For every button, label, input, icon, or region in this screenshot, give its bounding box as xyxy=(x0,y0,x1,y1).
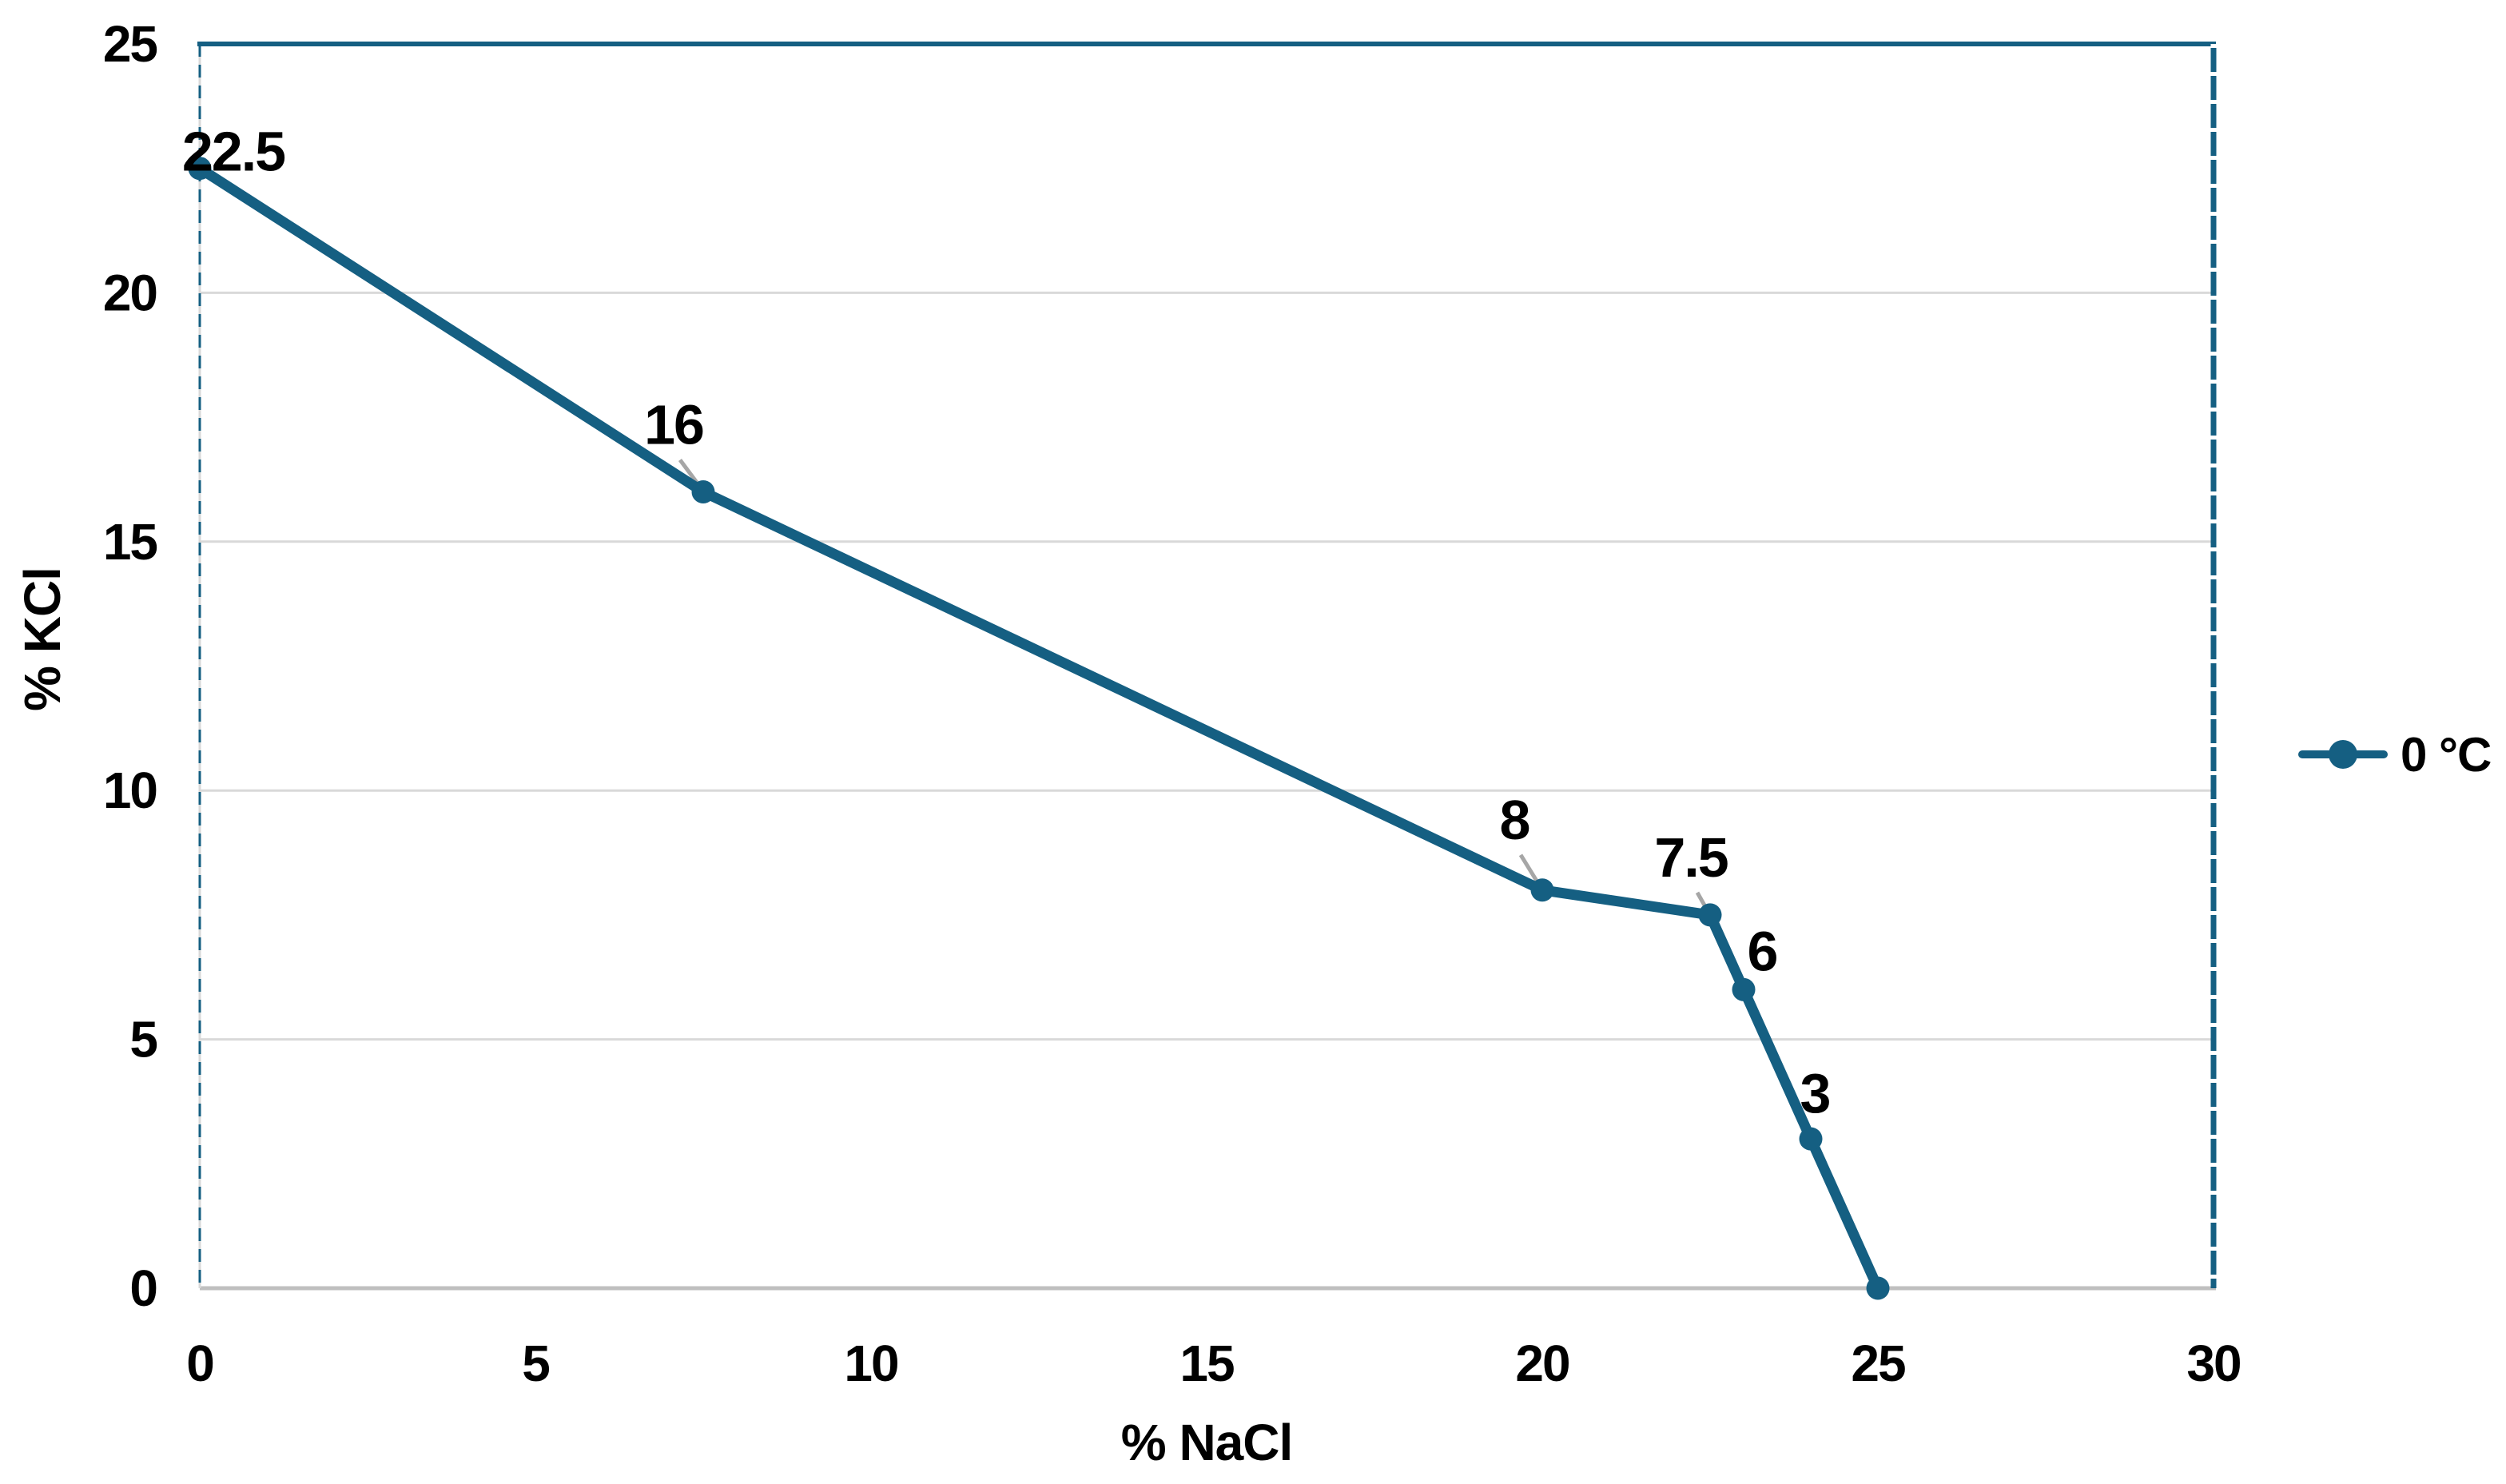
gridlines xyxy=(200,291,2214,1041)
data-label[interactable]: 22.5 xyxy=(182,121,286,183)
data-label[interactable]: 8 xyxy=(1500,789,1531,851)
series-path[interactable] xyxy=(194,163,1883,1294)
data-point-marker[interactable] xyxy=(1732,977,1756,1001)
y-tick-label: 25 xyxy=(103,15,157,73)
legend-line-marker-icon xyxy=(2298,726,2388,783)
x-tick-label: 15 xyxy=(1179,1335,1234,1392)
x-axis-tick-labels: 0 5 10 15 20 25 30 xyxy=(186,1335,2241,1392)
legend[interactable]: 0 °C xyxy=(2298,726,2492,783)
x-tick-label: 25 xyxy=(1851,1335,1905,1392)
data-label-leader-lines xyxy=(678,459,1710,913)
data-label[interactable]: 6 xyxy=(1748,920,1779,982)
data-labels[interactable]: 22.5 16 8 7.5 6 3 xyxy=(182,121,1832,1124)
legend-label: 0 °C xyxy=(2401,727,2492,782)
data-point-marker[interactable] xyxy=(691,480,715,504)
x-axis-title[interactable]: % NaCl xyxy=(1120,1414,1293,1471)
legend-marker-dot xyxy=(2329,740,2357,769)
data-point-marker[interactable] xyxy=(1698,903,1722,927)
data-point-marker[interactable] xyxy=(1866,1276,1890,1300)
x-tick-label: 20 xyxy=(1515,1335,1569,1392)
y-axis-title[interactable]: % KCl xyxy=(14,567,71,711)
data-point-marker[interactable] xyxy=(188,157,212,181)
data-point-marker[interactable] xyxy=(1799,1127,1823,1151)
plot-borders xyxy=(197,42,2217,1291)
y-tick-label: 15 xyxy=(103,513,157,571)
y-axis-tick-labels: 0 5 10 15 20 25 xyxy=(103,15,159,1317)
y-tick-label: 5 xyxy=(129,1011,157,1068)
x-tick-label: 30 xyxy=(2186,1335,2240,1392)
x-tick-label: 10 xyxy=(844,1335,897,1392)
data-label[interactable]: 16 xyxy=(644,394,705,456)
y-tick-label: 20 xyxy=(103,264,157,321)
data-label[interactable]: 7.5 xyxy=(1654,826,1728,889)
data-point-markers[interactable] xyxy=(188,157,1890,1300)
y-tick-label: 10 xyxy=(103,762,157,819)
x-tick-label: 0 xyxy=(186,1335,213,1392)
y-tick-label: 0 xyxy=(129,1259,157,1317)
data-point-marker[interactable] xyxy=(1530,878,1554,902)
data-label[interactable]: 3 xyxy=(1800,1062,1832,1124)
x-tick-label: 5 xyxy=(522,1335,549,1392)
series-line[interactable] xyxy=(194,163,1883,1294)
